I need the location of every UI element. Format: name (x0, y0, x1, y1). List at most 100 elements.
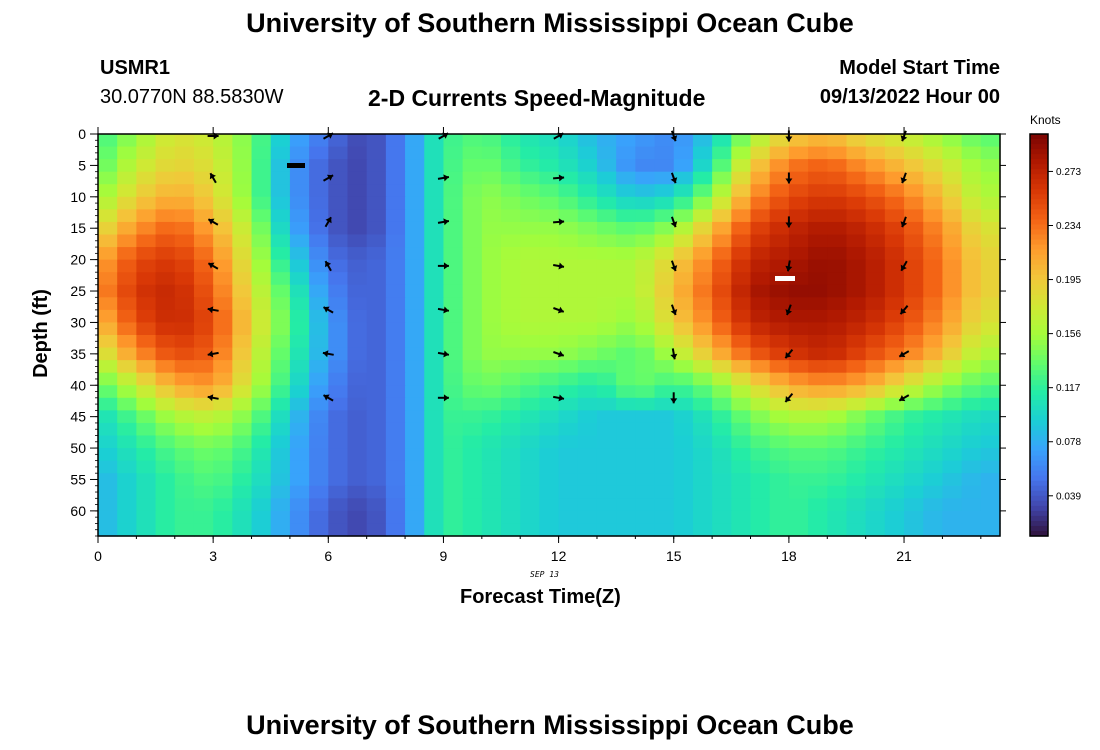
heatmap-cell (558, 259, 579, 273)
heatmap-cell (577, 347, 598, 361)
heatmap-cell (155, 498, 176, 512)
heatmap-cell (539, 473, 560, 487)
heatmap-cell (692, 171, 713, 185)
heatmap-cell (501, 209, 521, 223)
heatmap-cell (884, 171, 905, 185)
heatmap-cell (462, 184, 483, 198)
heatmap-cell (808, 322, 828, 336)
heatmap-cell (251, 196, 272, 210)
heatmap-cell (731, 322, 752, 336)
colorbar-segment (1030, 445, 1048, 452)
heatmap-cell (942, 134, 963, 148)
heatmap-cell (558, 196, 579, 210)
heatmap-cell (673, 448, 694, 462)
heatmap-cell (385, 335, 406, 349)
heatmap-cell (117, 247, 137, 261)
heatmap-cell (270, 410, 291, 424)
heatmap-cell (731, 410, 752, 424)
heatmap-cell (366, 259, 387, 273)
heatmap-cell (462, 309, 483, 324)
heatmap-cell (155, 435, 176, 449)
heatmap-cell (309, 485, 329, 499)
heatmap-cell (788, 523, 809, 537)
heatmap-cell (98, 134, 118, 148)
heatmap-cell (980, 221, 1001, 236)
heatmap-cell (980, 309, 1001, 324)
colorbar-segment (1030, 174, 1048, 180)
heatmap-cell (424, 171, 445, 185)
heatmap-cell (347, 247, 368, 261)
heatmap-cell (884, 372, 905, 386)
heatmap-cell (654, 510, 675, 525)
heatmap-cell (961, 473, 982, 487)
y-tick-label: 10 (70, 189, 86, 205)
heatmap-cell (98, 221, 118, 236)
station-id: USMR1 (100, 57, 171, 79)
heatmap-cell (769, 385, 790, 399)
heatmap-cell (616, 510, 636, 525)
current-vector-arrow (785, 304, 793, 316)
heatmap-cell (366, 209, 387, 223)
heatmap-cell (673, 485, 694, 499)
heatmap-cell (481, 498, 502, 512)
heatmap-cell (846, 435, 867, 449)
heatmap-cell (501, 196, 521, 210)
heatmap-cell (174, 209, 195, 223)
heatmap-cell (961, 247, 982, 261)
heatmap-cell (635, 485, 656, 499)
heatmap-cell (309, 259, 329, 273)
heatmap-cell (347, 410, 368, 424)
heatmap-cell (117, 498, 137, 512)
heatmap-cell (769, 297, 790, 311)
heatmap-cell (366, 297, 387, 311)
heatmap-cell (270, 146, 291, 160)
heatmap-cell (270, 221, 291, 236)
heatmap-cell (923, 322, 944, 336)
heatmap-cell (692, 196, 713, 210)
heatmap-cell (827, 460, 848, 474)
heatmap-cell (942, 385, 963, 399)
heatmap-cell (136, 335, 157, 349)
heatmap-cell (424, 234, 445, 248)
heatmap-cell (654, 221, 675, 236)
heatmap-cell (558, 247, 579, 261)
heatmap-cell (865, 159, 886, 173)
heatmap-cell (213, 322, 233, 336)
heatmap-cell (117, 309, 137, 324)
heatmap-cell (520, 335, 540, 349)
heatmap-cell (462, 397, 483, 411)
heatmap-cell (808, 134, 828, 148)
heatmap-cell (462, 284, 483, 298)
heatmap-cell (731, 523, 752, 537)
heatmap-cell (808, 347, 828, 361)
heatmap-cell (520, 221, 540, 236)
heatmap-cell (405, 335, 425, 349)
heatmap-cell (424, 159, 445, 173)
heatmap-cell (635, 234, 656, 248)
heatmap-cell (616, 272, 636, 286)
heatmap-cell (961, 309, 982, 324)
heatmap-cell (769, 259, 790, 273)
heatmap-cell (232, 221, 253, 236)
heatmap-cell (270, 234, 291, 248)
heatmap-cell (232, 473, 253, 487)
heatmap-cell (539, 146, 560, 160)
heatmap-cell (443, 498, 464, 512)
heatmap-cell (808, 498, 828, 512)
heatmap-cell (424, 460, 445, 474)
heatmap-cell (193, 134, 214, 148)
heatmap-cell (827, 335, 848, 349)
heatmap-cell (673, 422, 694, 437)
heatmap-cell (443, 309, 464, 324)
heatmap-cell (942, 473, 963, 487)
heatmap-cell (558, 397, 579, 411)
heatmap-cell (616, 171, 636, 185)
heatmap-cell (366, 435, 387, 449)
heatmap-cell (616, 448, 636, 462)
heatmap-cell (712, 397, 732, 411)
heatmap-cell (673, 297, 694, 311)
heatmap-cell (501, 410, 521, 424)
heatmap-cell (539, 309, 560, 324)
heatmap-cell (136, 372, 157, 386)
heatmap-cell (98, 322, 118, 336)
